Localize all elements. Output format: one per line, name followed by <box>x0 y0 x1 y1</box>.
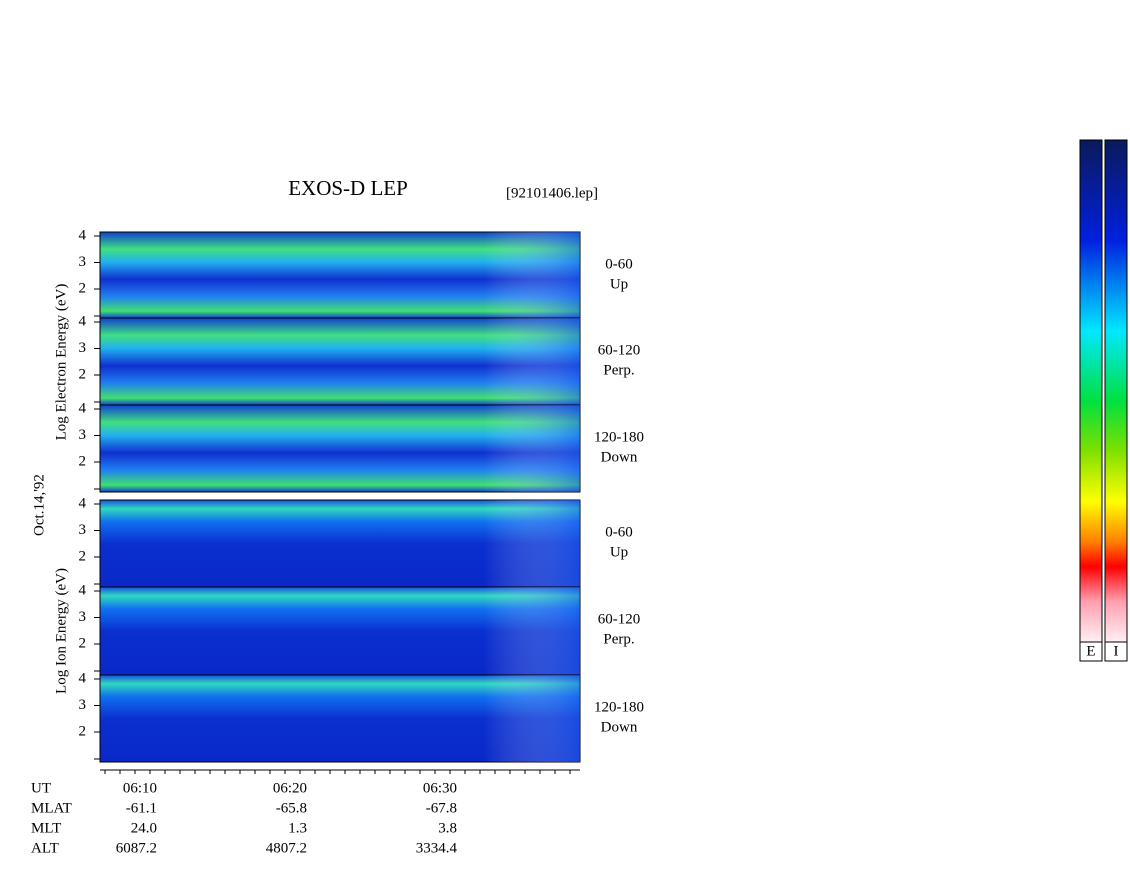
y-tick-label: 2 <box>79 723 87 739</box>
row-value: -67.8 <box>426 800 457 816</box>
row-value: 24.0 <box>131 820 157 836</box>
y-tick-label: 2 <box>79 280 87 296</box>
y-tick-label: 4 <box>79 400 87 416</box>
y-tick-label: 3 <box>79 254 87 270</box>
row-value: -61.1 <box>126 800 157 816</box>
pitch-angle: 120-180 <box>594 429 644 445</box>
plots: Log Electron Energy (eV) 2 3 4 0-60 Up 2 3 4 60-1… <box>31 227 644 856</box>
row-value: 3334.4 <box>416 840 458 856</box>
colorbar-label-box <box>1104 641 1128 662</box>
title: EXOS-D LEP <box>288 176 408 200</box>
spectrogram-fade <box>100 232 580 318</box>
spectrogram-fade <box>100 587 580 675</box>
row-label: UT <box>31 780 51 796</box>
spectrogram-fade <box>100 500 580 587</box>
colorbar-label: I <box>1114 643 1119 659</box>
y-tick-label: 3 <box>79 427 87 443</box>
y-tick-label: 4 <box>79 227 87 243</box>
y-tick-label: 2 <box>79 366 87 382</box>
row-value: 06:20 <box>273 780 307 796</box>
pitch-angle: 0-60 <box>605 256 633 272</box>
row-value: 1.3 <box>288 820 307 836</box>
y-tick-label: 2 <box>79 548 87 564</box>
y-tick-label: 4 <box>79 670 87 686</box>
spectrogram-fade <box>100 405 580 492</box>
spectrogram-fade <box>100 318 580 405</box>
row-label: MLT <box>31 820 61 836</box>
direction: Up <box>610 276 628 292</box>
pitch-angle: 120-180 <box>594 699 644 715</box>
spectrogram-fade <box>100 675 580 762</box>
pitch-angle: 0-60 <box>605 524 633 540</box>
pitch-angle: 60-120 <box>598 611 641 627</box>
y-tick-label: 4 <box>79 495 87 511</box>
row-value: 4807.2 <box>266 840 307 856</box>
y-tick-label: 4 <box>79 313 87 329</box>
row-value: 3.8 <box>438 820 457 836</box>
colorbar-label-box <box>1079 641 1103 662</box>
y-tick-label: 3 <box>79 697 87 713</box>
y-tick-label: 2 <box>79 453 87 469</box>
y-tick-label: 2 <box>79 635 87 651</box>
y-tick-label: 4 <box>79 582 87 598</box>
pitch-angle: 60-120 <box>598 342 641 358</box>
colorbar-label: E <box>1086 643 1095 659</box>
y-tick-label: 3 <box>79 522 87 538</box>
row-label: ALT <box>31 840 59 856</box>
row-label: MLAT <box>31 800 72 816</box>
file-name: [92101406.lep] <box>506 185 598 201</box>
row-value: 6087.2 <box>116 840 157 856</box>
y-tick-label: 3 <box>79 340 87 356</box>
direction: Down <box>601 449 638 465</box>
axis-label: Log Ion Energy (eV) <box>53 568 69 694</box>
row-value: 06:10 <box>123 780 157 796</box>
axis-label: Log Electron Energy (eV) <box>53 284 69 441</box>
row-value: 06:30 <box>423 780 457 796</box>
direction: Perp. <box>603 362 634 378</box>
date: Oct.14,'92 <box>31 474 47 536</box>
y-tick-label: 3 <box>79 609 87 625</box>
colorbar <box>1104 139 1128 643</box>
direction: Up <box>610 544 628 560</box>
row-value: -65.8 <box>276 800 307 816</box>
direction: Perp. <box>603 631 634 647</box>
direction: Down <box>601 719 638 735</box>
colorbar <box>1079 139 1103 643</box>
